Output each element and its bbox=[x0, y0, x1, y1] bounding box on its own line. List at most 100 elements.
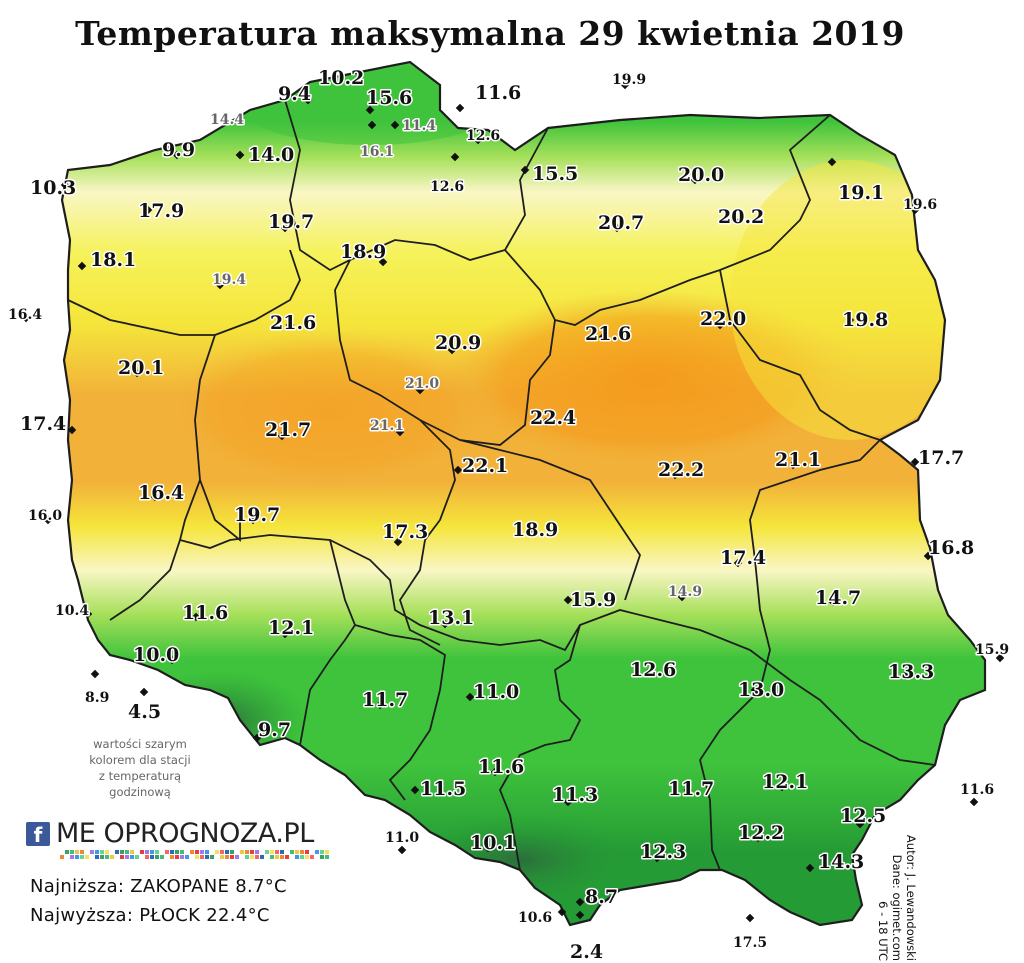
logo-stripe-cell bbox=[130, 850, 134, 854]
station-temperature: 14.0 bbox=[248, 144, 294, 166]
logo-stripe-cell bbox=[200, 855, 204, 859]
station-temperature: 19.1 bbox=[838, 182, 884, 204]
station-temperature: 10.3 bbox=[30, 177, 76, 199]
logo-stripe-cell bbox=[220, 850, 224, 854]
logo-stripe-cell bbox=[135, 855, 139, 859]
station-temperature: 12.6 bbox=[630, 659, 676, 681]
logo-stripe-cell bbox=[325, 855, 329, 859]
logo-stripe-cell bbox=[75, 855, 79, 859]
logo-stripe-cell bbox=[105, 850, 109, 854]
logo-stripe-cell bbox=[205, 850, 209, 854]
station-temperature: 11.5 bbox=[420, 778, 466, 800]
station-marker bbox=[90, 669, 100, 679]
logo-stripe-cell bbox=[125, 855, 129, 859]
station-marker bbox=[670, 470, 680, 480]
station-temperature: 17.7 bbox=[918, 447, 964, 469]
logo-stripe-cell bbox=[255, 855, 259, 859]
logo-stripe-cell bbox=[240, 850, 244, 854]
logo-stripe-cell bbox=[105, 855, 109, 859]
logo-stripe-cell bbox=[230, 850, 234, 854]
station-temperature: 19.7 bbox=[268, 211, 314, 233]
station-temperature: 10.1 bbox=[470, 832, 516, 854]
station-temperature: 15.5 bbox=[532, 163, 578, 185]
station-marker bbox=[557, 907, 567, 917]
station-temperature: 10.4 bbox=[55, 603, 89, 619]
station-marker bbox=[563, 595, 573, 605]
station-temperature: 20.7 bbox=[598, 212, 644, 234]
station-temperature: 17.5 bbox=[733, 935, 767, 951]
logo-stripe-cell bbox=[260, 855, 264, 859]
station-marker bbox=[280, 223, 290, 233]
station-marker bbox=[910, 457, 920, 467]
station-temperature: 14.4 bbox=[210, 112, 244, 128]
logo-stripe-cell bbox=[245, 850, 249, 854]
station-marker bbox=[367, 120, 377, 130]
logo-stripe-cell bbox=[225, 855, 229, 859]
logo-stripe-cell bbox=[205, 855, 209, 859]
station-temperature: 9.9 bbox=[162, 139, 195, 161]
logo-stripe-cell bbox=[70, 855, 74, 859]
logo-stripe-cell bbox=[60, 855, 64, 859]
station-marker bbox=[563, 797, 573, 807]
logo-stripe-cell bbox=[80, 855, 84, 859]
logo-stripe-cell bbox=[170, 855, 174, 859]
station-marker bbox=[525, 525, 535, 535]
station-temperature: 20.0 bbox=[678, 164, 724, 186]
logo-stripe-cell bbox=[100, 850, 104, 854]
station-marker bbox=[453, 465, 463, 475]
logo-stripe-cell bbox=[320, 855, 324, 859]
station-marker bbox=[378, 257, 388, 267]
logo-text: ME OPROGNOZA.PL bbox=[56, 818, 314, 849]
logo-stripe-cell bbox=[155, 850, 159, 854]
station-temperature: 2.4 bbox=[570, 941, 603, 963]
logo-stripe-cell bbox=[215, 850, 219, 854]
station-temperature: 17.3 bbox=[382, 521, 428, 543]
station-temperature: 22.1 bbox=[462, 455, 508, 477]
logo-stripe-cell bbox=[255, 850, 259, 854]
logo-stripe-cell bbox=[90, 850, 94, 854]
station-temperature: 16.4 bbox=[8, 307, 42, 323]
station-temperature: 11.0 bbox=[473, 681, 519, 703]
station-temperature: 18.9 bbox=[512, 519, 558, 541]
station-marker bbox=[21, 313, 31, 323]
station-marker bbox=[447, 345, 457, 355]
station-temperature: 17.4 bbox=[720, 547, 766, 569]
station-marker bbox=[683, 785, 693, 795]
station-marker bbox=[745, 913, 755, 923]
credit-author: Autor: J. Lewandowski bbox=[904, 834, 918, 961]
station-marker bbox=[450, 152, 460, 162]
logo-stripe-cell bbox=[120, 855, 124, 859]
station-temperature: 12.1 bbox=[762, 771, 808, 793]
station-marker bbox=[575, 910, 585, 920]
logo-stripe-cell bbox=[300, 850, 304, 854]
note-line: z temperaturą bbox=[98, 769, 182, 783]
logo-stripe-cell bbox=[65, 850, 69, 854]
logo-stripe-cell bbox=[140, 850, 144, 854]
station-temperature: 19.9 bbox=[612, 72, 646, 88]
station-marker bbox=[733, 558, 743, 568]
credit-period: 6 - 18 UTC bbox=[876, 901, 890, 961]
station-marker bbox=[652, 853, 662, 863]
logo-stripe-cell bbox=[175, 850, 179, 854]
logo-stripe-cell bbox=[150, 855, 154, 859]
station-marker bbox=[440, 619, 450, 629]
logo-stripe-cell bbox=[220, 855, 224, 859]
station-marker bbox=[777, 782, 787, 792]
logo-stripe-cell bbox=[300, 855, 304, 859]
station-marker bbox=[280, 629, 290, 639]
logo-stripe-cell bbox=[270, 855, 274, 859]
logo-stripe-cell bbox=[325, 850, 329, 854]
station-temperature: 11.4 bbox=[402, 118, 436, 134]
station-marker bbox=[235, 150, 245, 160]
logo-color-stripes bbox=[60, 850, 329, 859]
station-marker bbox=[395, 427, 405, 437]
station-temperature: 21.0 bbox=[405, 376, 439, 392]
logo-stripe-cell bbox=[70, 850, 74, 854]
station-temperature: 21.7 bbox=[265, 419, 311, 441]
logo-stripe-cell bbox=[100, 855, 104, 859]
station-temperature: 12.6 bbox=[430, 179, 464, 195]
logo-stripe-cell bbox=[75, 850, 79, 854]
station-marker bbox=[77, 261, 87, 271]
logo-stripe-cell bbox=[130, 855, 134, 859]
